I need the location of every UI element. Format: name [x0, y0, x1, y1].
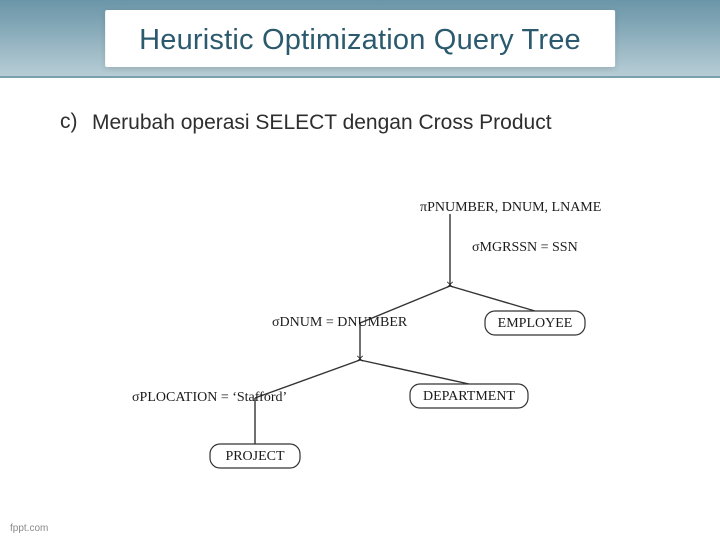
leaf-label-dept: DEPARTMENT	[423, 389, 515, 404]
list-text: Merubah operasi SELECT dengan Cross Prod…	[92, 110, 552, 136]
op-pi: πPNUMBER, DNUM, LNAME	[420, 200, 601, 215]
subtext-row: c) Merubah operasi SELECT dengan Cross P…	[60, 110, 660, 136]
page-title: Heuristic Optimization Query Tree	[139, 24, 581, 57]
query-tree-diagram: πPNUMBER, DNUM, LNAME σMGRSSN = SSN × σDNUM…	[90, 198, 640, 498]
op-sig2: σDNUM = DNUMBER	[272, 315, 408, 330]
tree-edge	[360, 360, 469, 384]
footer-credit: fppt.com	[10, 523, 48, 534]
op-x2: ×	[356, 351, 364, 367]
tree-svg: πPNUMBER, DNUM, LNAME σMGRSSN = SSN × σDNUM…	[90, 198, 640, 498]
op-x1: ×	[446, 277, 454, 293]
leaf-label-emp: EMPLOYEE	[498, 316, 573, 331]
title-box: Heuristic Optimization Query Tree	[105, 10, 615, 67]
tree-edge	[450, 286, 535, 311]
leaf-label-proj: PROJECT	[225, 449, 285, 464]
op-sig1: σMGRSSN = SSN	[472, 240, 578, 255]
op-sig3: σPLOCATION = ‘Stafford’	[132, 390, 287, 405]
list-marker: c)	[60, 110, 82, 136]
